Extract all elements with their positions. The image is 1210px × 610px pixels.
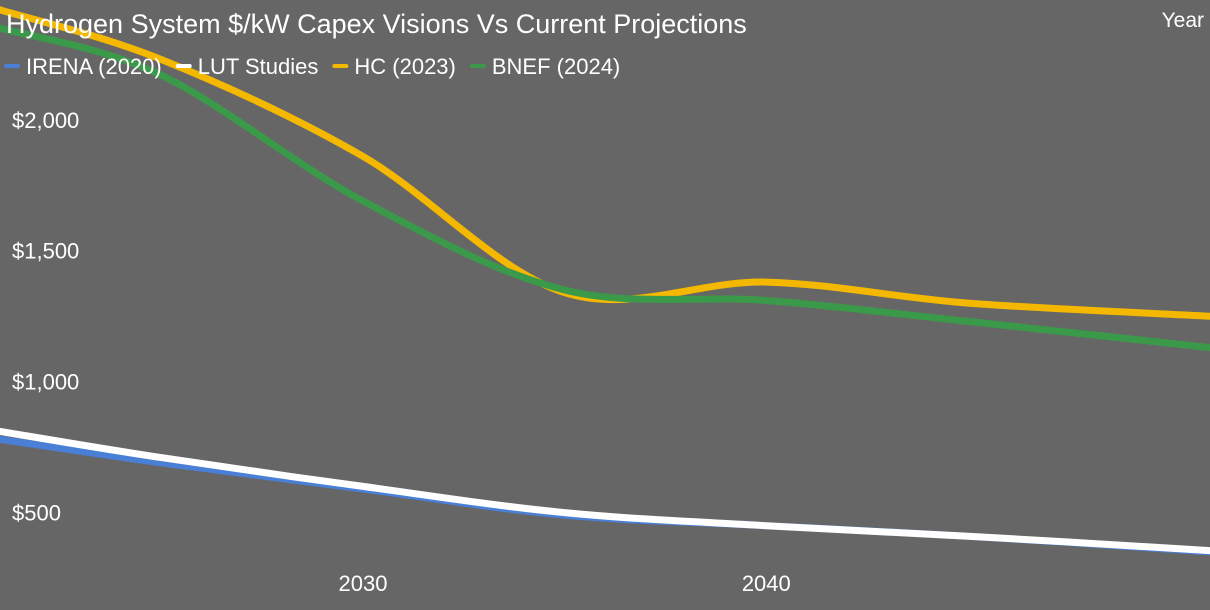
y-tick-label: $1,500 xyxy=(12,239,79,264)
series-layer xyxy=(0,6,1210,556)
chart-title: Hydrogen System $/kW Capex Visions Vs Cu… xyxy=(6,9,747,39)
y-axis: $500 $1,000 $1,500 $2,000 xyxy=(12,108,79,526)
series-line-4 xyxy=(0,24,1210,352)
legend-label: IRENA (2020) xyxy=(26,54,162,79)
x-axis: 2030 2040 xyxy=(339,571,791,596)
y-tick-label: $500 xyxy=(12,501,61,526)
legend-label: LUT Studies xyxy=(198,54,319,79)
legend-label: HC (2023) xyxy=(354,54,455,79)
legend-label: BNEF (2024) xyxy=(492,54,620,79)
series-line-2 xyxy=(0,427,1210,555)
x-tick-label: 2040 xyxy=(742,571,791,596)
legend-item: BNEF (2024) xyxy=(469,54,620,79)
legend-item: LUT Studies xyxy=(175,54,319,79)
legend-item: HC (2023) xyxy=(332,54,456,79)
legend-item: IRENA (2020) xyxy=(4,54,162,79)
legend: IRENA (2020) LUT Studies HC (2023) BNEF (20… xyxy=(4,54,620,79)
series-line-1 xyxy=(0,435,1210,556)
x-tick-label: 2030 xyxy=(339,571,388,596)
y-tick-label: $2,000 xyxy=(12,108,79,133)
y-tick-label: $1,000 xyxy=(12,370,79,395)
x-axis-label: Year xyxy=(1162,9,1204,32)
